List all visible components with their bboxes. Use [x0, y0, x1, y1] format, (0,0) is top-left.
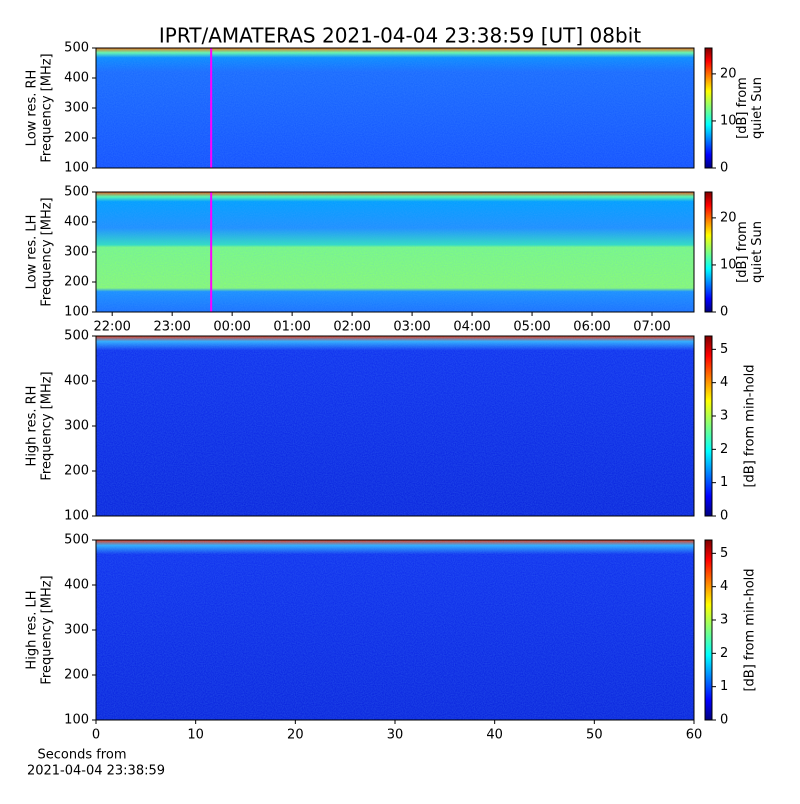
- colorbar-tick-label: 10: [720, 257, 737, 272]
- y-tick-label: 500: [64, 185, 89, 200]
- y-tick-label: 300: [64, 419, 89, 434]
- y-tick-label: 100: [64, 509, 89, 524]
- colorbar-label: [dB] from min-hold: [743, 568, 758, 691]
- x-tick-label: 50: [586, 728, 603, 743]
- y-tick-label: 300: [64, 245, 89, 260]
- x-tick-label: 40: [486, 728, 503, 743]
- colorbar-tick-label: 0: [720, 161, 728, 176]
- x-tick-label: 60: [686, 728, 703, 743]
- y-tick-label: 100: [64, 713, 89, 728]
- y-tick-label: 200: [64, 668, 89, 683]
- y-axis-label: Frequency [MHz]: [40, 53, 55, 162]
- colorbar: [704, 191, 713, 313]
- colorbar-tick-label: 4: [720, 375, 728, 390]
- colorbar: [704, 335, 713, 517]
- y-axis-label: Frequency [MHz]: [40, 575, 55, 684]
- colorbar-label: quiet Sun: [750, 221, 765, 283]
- x-tick-label: 23:00: [153, 320, 190, 335]
- spectrogram-noise: [96, 192, 694, 312]
- x-tick-label: 00:00: [213, 320, 250, 335]
- y-tick-label: 200: [64, 464, 89, 479]
- y-tick-label: 200: [64, 131, 89, 146]
- x-tick-label: 20: [287, 728, 304, 743]
- y-tick-label: 500: [64, 329, 89, 344]
- x-tick-label: 02:00: [333, 320, 370, 335]
- x-tick-label: 05:00: [513, 320, 550, 335]
- x-tick-label: 10: [187, 728, 204, 743]
- x-tick-label: 0: [92, 728, 100, 743]
- colorbar-tick-label: 3: [720, 409, 728, 424]
- colorbar-label: [dB] from min-hold: [743, 364, 758, 487]
- y-tick-label: 400: [64, 215, 89, 230]
- y-tick-label: 100: [64, 305, 89, 320]
- x-tick-label: 07:00: [633, 320, 670, 335]
- colorbar-tick-label: 0: [720, 305, 728, 320]
- colorbar-tick-label: 0: [720, 713, 728, 728]
- colorbar-tick-label: 0: [720, 509, 728, 524]
- y-tick-label: 400: [64, 578, 89, 593]
- y-tick-label: 500: [64, 41, 89, 56]
- y-tick-label: 100: [64, 161, 89, 176]
- x-axis-label: Seconds from: [37, 748, 126, 763]
- x-tick-label: 03:00: [393, 320, 430, 335]
- x-tick-label: 22:00: [93, 320, 130, 335]
- colorbar-tick-label: 4: [720, 579, 728, 594]
- y-axis-label: High res. RH: [25, 386, 40, 467]
- y-tick-label: 500: [64, 533, 89, 548]
- y-tick-label: 400: [64, 71, 89, 86]
- y-axis-label: Frequency [MHz]: [40, 197, 55, 306]
- spectrogram-noise: [96, 48, 694, 168]
- x-tick-label: 06:00: [573, 320, 610, 335]
- y-axis-label: Low res. RH: [25, 70, 40, 147]
- colorbar-tick-label: 1: [720, 475, 728, 490]
- y-tick-label: 300: [64, 101, 89, 116]
- colorbar-tick-label: 10: [720, 113, 737, 128]
- colorbar-label: quiet Sun: [750, 77, 765, 139]
- y-tick-label: 400: [64, 374, 89, 389]
- colorbar: [704, 47, 713, 169]
- colorbar-tick-label: 2: [720, 442, 728, 457]
- colorbar-tick-label: 5: [720, 342, 728, 357]
- y-axis-label: Low res. LH: [25, 215, 40, 290]
- x-tick-label: 01:00: [273, 320, 310, 335]
- colorbar-tick-label: 20: [720, 210, 737, 225]
- colorbar-tick-label: 3: [720, 613, 728, 628]
- y-tick-label: 300: [64, 623, 89, 638]
- x-axis-label: 2021-04-04 23:38:59: [27, 764, 165, 779]
- colorbar-label: [dB] from: [735, 77, 750, 139]
- y-axis-label: Frequency [MHz]: [40, 371, 55, 480]
- colorbar-tick-label: 2: [720, 646, 728, 661]
- figure-title: IPRT/AMATERAS 2021-04-04 23:38:59 [UT] 0…: [159, 24, 641, 48]
- colorbar-tick-label: 1: [720, 679, 728, 694]
- colorbar: [704, 539, 713, 721]
- y-tick-label: 200: [64, 275, 89, 290]
- y-axis-label: High res. LH: [25, 590, 40, 669]
- x-tick-label: 04:00: [453, 320, 490, 335]
- spectrogram-noise: [96, 540, 694, 720]
- colorbar-label: [dB] from: [735, 221, 750, 283]
- spectrogram-noise: [96, 336, 694, 516]
- colorbar-tick-label: 20: [720, 66, 737, 81]
- x-tick-label: 30: [387, 728, 404, 743]
- colorbar-tick-label: 5: [720, 546, 728, 561]
